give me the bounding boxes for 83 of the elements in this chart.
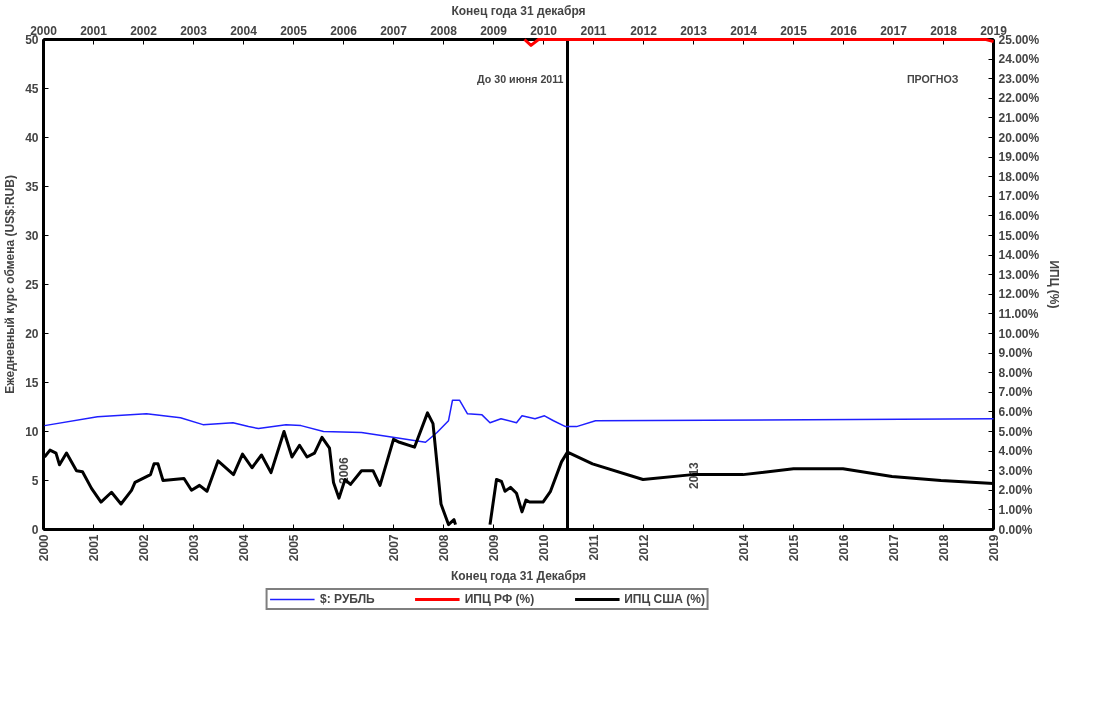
x-tick-label: 2003 [187,534,201,562]
x2-tick-label: 2017 [880,23,908,38]
x2-tick-label: 2010 [530,23,558,38]
x2-tick-label: 2006 [330,23,358,38]
x-tick-label: 2016 [837,534,851,562]
annotation: 2013 [686,461,701,489]
y2-axis-title: ИПЦ (%) [1047,260,1062,309]
x-tick-label: 2018 [937,534,951,562]
x2-tick-label: 2005 [280,23,308,38]
y2-tick-label: 19.00% [998,150,1040,165]
y2-tick-label: 24.00% [998,52,1040,67]
y2-tick-label: 15.00% [998,228,1040,243]
line-series [43,399,995,444]
y-axis-title: Ежедневный курс обмена (US$:RUB) [3,175,18,394]
x2-tick-label: 2002 [130,23,158,38]
x-tick-label: 2017 [887,534,901,562]
x-tick-label: 2015 [787,534,801,562]
x2-tick-label: 2018 [930,23,958,38]
x2-tick-label: 2013 [680,23,708,38]
y2-tick-label: 2.00% [998,483,1033,498]
y2-tick-label: 5.00% [998,424,1033,439]
y2-tick-label: 6.00% [998,404,1033,419]
x-tick-label: 2000 [37,534,51,562]
y-tick-label: 0 [31,523,39,537]
y2-tick-label: 8.00% [998,365,1033,380]
y-tick-label: 50 [25,33,39,47]
y2-tick-label: 1.00% [998,502,1033,517]
x-tick-label: 2014 [737,534,751,562]
x-tick-label: 2007 [387,534,401,562]
x2-tick-label: 2009 [480,23,508,38]
x2-tick-label: 2011 [580,23,607,38]
ref-line-label: До 30 июня 2011 [477,72,564,85]
y2-tick-label: 22.00% [998,91,1040,106]
y2-tick-label: 23.00% [998,71,1040,86]
y-tick-label: 15 [25,376,39,390]
y-tick-label: 20 [25,327,39,341]
x-axis-title: Конец года 31 Декабря [450,569,587,584]
x2-tick-label: 2012 [630,23,658,38]
y2-tick-label: 18.00% [998,169,1040,184]
y2-tick-label: 0.00% [998,522,1033,537]
x-tick-label: 2001 [87,534,101,562]
x2-axis-title: Конец года 31 декабря [451,3,586,18]
x-tick-label: 2012 [637,534,651,562]
x2-tick-label: 2016 [830,23,858,38]
x2-tick-label: 2014 [730,23,758,38]
y-tick-label: 40 [25,131,39,145]
y-tick-label: 25 [25,278,39,292]
x-tick-label: 2004 [237,534,251,562]
x-tick-label: 2010 [537,534,551,562]
y2-tick-label: 13.00% [998,267,1040,282]
y-tick-label: 35 [25,180,39,194]
y2-tick-label: 17.00% [998,189,1040,204]
x-tick-label: 2008 [437,534,451,562]
y2-tick-label: 9.00% [998,346,1033,361]
x-tick-label: 2011 [587,534,601,561]
x-tick-label: 2019 [987,534,1001,562]
x-tick-label: 2002 [137,534,151,562]
y2-tick-label: 14.00% [998,248,1040,263]
annotation: ПРОГНОЗ [906,72,959,85]
y2-tick-label: 10.00% [998,326,1040,341]
y2-tick-label: 11.00% [998,306,1039,321]
y2-tick-label: 20.00% [998,130,1040,145]
y-tick-label: 45 [25,82,39,96]
y2-tick-label: 21.00% [998,110,1040,125]
x2-tick-label: 2004 [230,23,258,38]
y-tick-label: 10 [25,425,39,439]
x-tick-label: 2009 [487,534,501,562]
y2-tick-label: 4.00% [998,444,1033,459]
x-tick-label: 2005 [287,534,301,562]
y2-tick-label: 3.00% [998,463,1033,478]
x2-tick-label: 2007 [380,23,408,38]
y2-tick-label: 7.00% [998,385,1033,400]
y-tick-label: 30 [25,229,39,243]
y2-tick-label: 12.00% [998,287,1040,302]
legend-label: ИПЦ РФ (%) [464,592,535,606]
x2-tick-label: 2015 [780,23,808,38]
y2-tick-label: 16.00% [998,208,1040,223]
y-tick-label: 5 [31,474,39,488]
legend-label: $: РУБЛЬ [320,592,375,606]
legend-label: ИПЦ США (%) [624,592,705,606]
x2-tick-label: 2003 [180,23,208,38]
x2-tick-label: 2008 [430,23,458,38]
x2-tick-label: 2001 [80,23,108,38]
